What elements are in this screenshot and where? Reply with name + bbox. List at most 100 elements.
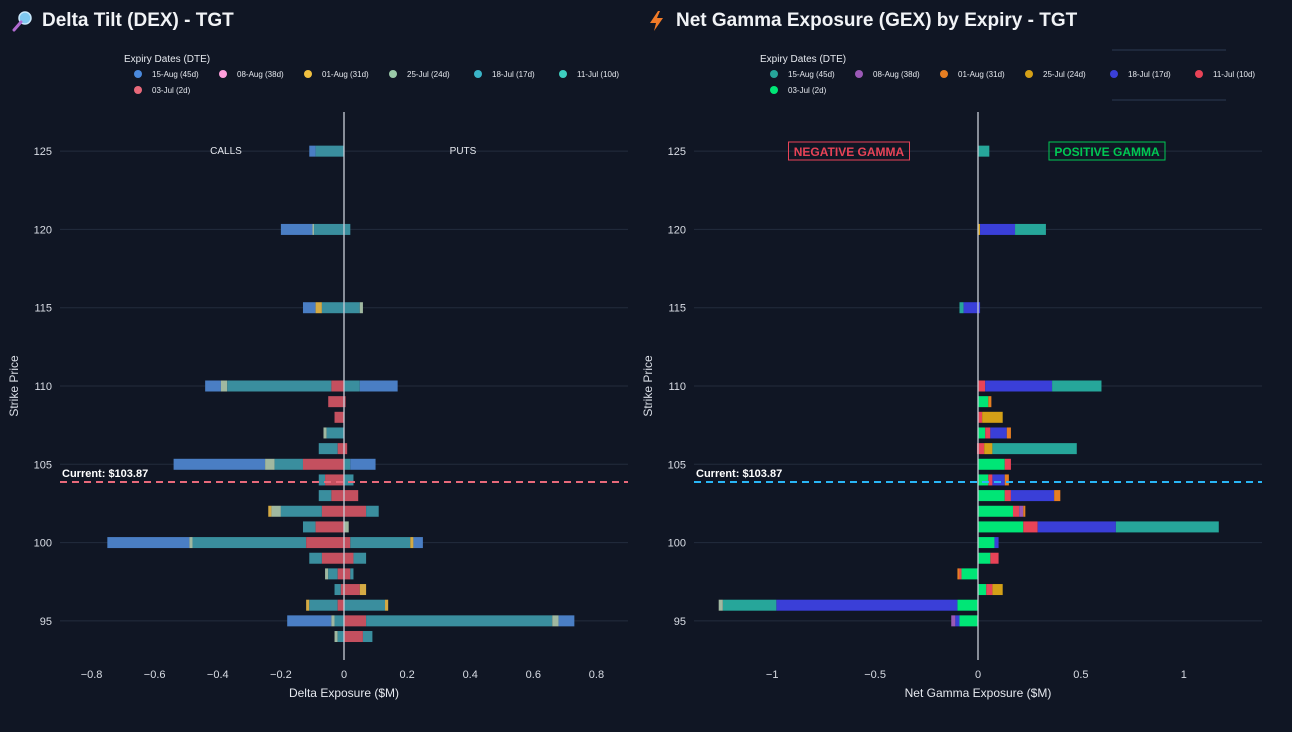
dex-xtick-label-7: 0.6	[526, 669, 541, 681]
dex-bar-94-0	[334, 631, 338, 643]
dex-bar-95-0	[287, 615, 332, 627]
dex-xtick-label-2: −0.4	[207, 669, 229, 681]
dex-bar-104-2	[344, 474, 354, 486]
dex-bar-109-0	[328, 396, 344, 408]
dex-legend-label-0: 15-Aug (45d)	[152, 70, 199, 79]
gex-bar-104-0	[978, 474, 989, 486]
dex-legend-label-6: 03-Jul (2d)	[152, 86, 191, 95]
dex-bar-96-0	[306, 599, 310, 611]
dex-bar-109-1	[344, 396, 346, 408]
gex-bar-120-2	[1015, 223, 1046, 235]
gex-side-label-right: POSITIVE GAMMA	[1054, 145, 1160, 159]
dex-legend-label-5: 11-Jul (10d)	[577, 70, 619, 79]
gex-bar-110-0	[978, 380, 986, 392]
dex-title-text: Delta Tilt (DEX) - TGT	[42, 10, 234, 31]
gex-legend-label-1: 08-Aug (38d)	[873, 70, 920, 79]
gex-legend-marker-6	[770, 86, 778, 94]
dex-bar-125-1	[315, 145, 344, 157]
dex-bar-108-0	[334, 411, 344, 423]
dex-bar-105-1	[265, 458, 275, 470]
gex-bar-104-2	[992, 474, 1005, 486]
dex-bar-115-1	[315, 302, 322, 314]
dex-bar-99-0	[309, 552, 322, 564]
gex-bar-103-2	[1010, 490, 1055, 502]
gex-xtick-label-1: −0.5	[864, 669, 886, 681]
gex-bar-98-1	[959, 568, 962, 580]
gex-panel-title: Net Gamma Exposure (GEX) by Expiry - TGT	[646, 10, 1077, 32]
gex-xtick-label-3: 0.5	[1073, 669, 1088, 681]
gex-bar-102-0	[978, 505, 1013, 517]
gex-bar-95-0	[951, 615, 956, 627]
dex-xtick-label-6: 0.4	[463, 669, 478, 681]
dex-bar-120-1	[312, 223, 315, 235]
dex-side-label-right: PUTS	[450, 146, 477, 157]
gex-bar-108-1	[982, 411, 1003, 423]
dex-legend-label-4: 18-Jul (17d)	[492, 70, 535, 79]
dex-legend-title: Expiry Dates (DTE)	[124, 54, 210, 65]
gex-bar-104-1	[988, 474, 993, 486]
gex-bar-97-0	[978, 584, 987, 596]
gex-bar-101-2	[1037, 521, 1116, 533]
gex-ytick-label-100: 100	[668, 538, 686, 550]
gex-legend-label-2: 01-Aug (31d)	[958, 70, 1005, 79]
dex-bar-115-2	[321, 302, 360, 314]
gex-xtick-label-0: −1	[766, 669, 779, 681]
dex-bar-100-3	[306, 537, 351, 549]
dex-bar-104-0	[318, 474, 326, 486]
dex-bar-105-2	[274, 458, 303, 470]
gex-bar-102-1	[1012, 505, 1020, 517]
dex-xtick-label-5: 0.2	[399, 669, 414, 681]
dex-bar-110-4	[344, 380, 360, 392]
gex-bar-105-1	[1004, 458, 1011, 470]
dex-bar-115-0	[302, 302, 316, 314]
gex-bar-96-0	[957, 599, 978, 611]
gex-bar-99-0	[978, 552, 991, 564]
dex-bar-110-2	[227, 380, 332, 392]
gex-legend-marker-4	[1110, 70, 1118, 78]
dex-legend-marker-0	[134, 70, 142, 78]
dex-bar-110-3	[331, 380, 344, 392]
dex-bar-106-0	[318, 443, 338, 455]
dex-bar-105-5	[350, 458, 376, 470]
gex-bar-120-1	[980, 223, 1016, 235]
dex-bar-95-3	[344, 615, 367, 627]
gex-bar-96-3	[718, 599, 723, 611]
dex-current-price-label: Current: $103.87	[62, 468, 148, 480]
gex-title-text: Net Gamma Exposure (GEX) by Expiry - TGT	[676, 10, 1078, 31]
gex-bar-125-0	[978, 145, 990, 157]
gex-bar-101-0	[978, 521, 1024, 533]
gex-bar-103-0	[978, 490, 1005, 502]
gex-bar-106-1	[984, 443, 993, 455]
dex-bar-97-0	[334, 584, 341, 596]
dex-legend-marker-6	[134, 86, 142, 94]
dex-xtick-label-3: −0.2	[270, 669, 292, 681]
dex-bar-107-1	[326, 427, 344, 439]
gex-bar-100-1	[994, 537, 999, 549]
gex-legend-marker-3	[1025, 70, 1033, 78]
dex-xtick-label-8: 0.8	[589, 669, 604, 681]
dex-bar-96-2	[337, 599, 344, 611]
gex-bar-102-3	[1023, 505, 1026, 517]
dex-bar-98-0	[325, 568, 329, 580]
dex-bar-104-1	[325, 474, 344, 486]
gex-xlabel: Net Gamma Exposure ($M)	[905, 686, 1052, 700]
dex-legend-marker-4	[474, 70, 482, 78]
gex-bar-108-0	[978, 411, 983, 423]
gex-bar-103-1	[1004, 490, 1011, 502]
dex-ytick-label-125: 125	[34, 146, 52, 158]
dex-xtick-label-4: 0	[341, 669, 347, 681]
dex-bar-99-2	[353, 552, 367, 564]
dex-chart: 95 100 105 110 115 120 125 Strike Price −0.8 −0.6…	[7, 54, 628, 700]
dex-bar-95-6	[558, 615, 575, 627]
dex-bar-97-2	[359, 584, 367, 596]
dex-bar-120-0	[280, 223, 313, 235]
gex-bar-101-3	[1115, 521, 1219, 533]
gex-bar-97-1	[986, 584, 993, 596]
dex-bar-100-2	[192, 537, 307, 549]
gex-ytick-label-120: 120	[668, 224, 686, 236]
dex-bar-96-4	[385, 599, 389, 611]
dex-bar-94-2	[344, 631, 363, 643]
dex-ytick-label-120: 120	[34, 224, 52, 236]
dex-ytick-label-105: 105	[34, 459, 52, 471]
gex-legend-label-6: 03-Jul (2d)	[788, 86, 827, 95]
